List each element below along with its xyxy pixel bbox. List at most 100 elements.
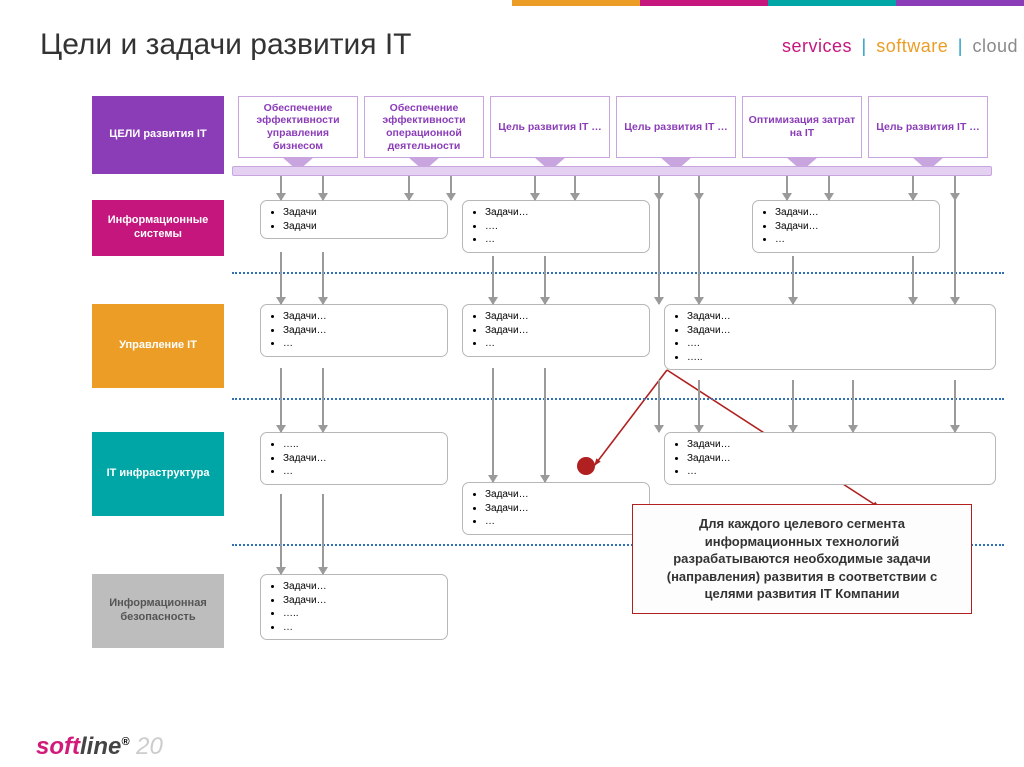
goal-tag-4: Оптимизация затрат на IT	[742, 96, 862, 158]
goals-connector-bar	[232, 166, 992, 176]
brand-tagline: services | software | cloud	[780, 36, 1020, 57]
flow-arrow-22	[322, 368, 324, 432]
task-item: Задачи…	[775, 220, 931, 234]
task-item: …	[687, 465, 987, 479]
task-item: Задачи…	[283, 580, 439, 594]
flow-arrow-2	[408, 176, 410, 200]
task-item: ….	[687, 337, 987, 351]
taskbox-2: Задачи…Задачи……	[752, 200, 940, 253]
task-item: ….	[485, 220, 641, 234]
task-item: …..	[283, 607, 439, 621]
flow-arrow-27	[792, 380, 794, 432]
taskbox-7: Задачи…Задачи……	[462, 482, 650, 535]
task-item: Задачи…	[485, 324, 641, 338]
task-item: …	[283, 465, 439, 479]
flow-arrow-12	[280, 252, 282, 304]
goal-tag-3: Цель развития IT …	[616, 96, 736, 158]
flow-arrow-30	[280, 494, 282, 574]
goal-tag-5: Цель развития IT …	[868, 96, 988, 158]
flow-arrow-9	[828, 176, 830, 200]
flow-arrow-8	[786, 176, 788, 200]
logo-registered: ®	[121, 736, 129, 748]
explainer-callout: Для каждого целевого сегмента информацио…	[632, 504, 972, 614]
task-item: …..	[687, 351, 987, 365]
task-item: Задачи…	[485, 206, 641, 220]
diagram-canvas: ЦЕЛИ развития ITОбеспечение эффективност…	[92, 96, 1004, 736]
goal-tag-2: Цель развития IT …	[490, 96, 610, 158]
task-item: Задачи	[283, 220, 439, 234]
top-accent-stripe	[0, 0, 1024, 6]
category-goals: ЦЕЛИ развития IT	[92, 96, 224, 174]
callout-anchor-dot	[577, 457, 595, 475]
task-item: Задачи…	[283, 324, 439, 338]
flow-arrow-29	[954, 380, 956, 432]
task-item: Задачи…	[775, 206, 931, 220]
task-item: Задачи…	[485, 310, 641, 324]
flow-arrow-5	[574, 176, 576, 200]
taskbox-1: Задачи…….…	[462, 200, 650, 253]
taskbox-4: Задачи…Задачи……	[462, 304, 650, 357]
flow-arrow-31	[322, 494, 324, 574]
category-2: IT инфраструктура	[92, 432, 224, 516]
row-separator-0	[232, 272, 1004, 274]
taskbox-8: Задачи…Задачи……	[664, 432, 996, 485]
flow-arrow-19	[912, 256, 914, 304]
task-item: Задачи…	[485, 502, 641, 516]
flow-arrow-24	[544, 368, 546, 482]
flow-arrow-10	[912, 176, 914, 200]
task-item: …	[283, 621, 439, 635]
task-item: …	[485, 233, 641, 247]
flow-arrow-28	[852, 380, 854, 432]
taskbox-3: Задачи…Задачи……	[260, 304, 448, 357]
flow-arrow-23	[492, 368, 494, 482]
logo-tail: 20	[136, 733, 163, 760]
logo-part-a: soft	[36, 733, 80, 760]
flow-arrow-3	[450, 176, 452, 200]
category-3: Информационная безопасность	[92, 574, 224, 648]
tagline-cloud: cloud	[970, 36, 1020, 56]
task-item: Задачи…	[687, 438, 987, 452]
task-item: Задачи…	[687, 452, 987, 466]
flow-arrow-26	[698, 380, 700, 432]
flow-arrow-16	[658, 176, 660, 304]
task-item: Задачи…	[687, 310, 987, 324]
flow-arrow-0	[280, 176, 282, 200]
category-0: Информационные системы	[92, 200, 224, 256]
taskbox-5: Задачи…Задачи…….…..	[664, 304, 996, 370]
flow-arrow-20	[954, 176, 956, 304]
flow-arrow-15	[544, 256, 546, 304]
goal-tag-1: Обеспечение эффективности операционной д…	[364, 96, 484, 158]
callout-lines	[92, 96, 1004, 736]
category-1: Управление IT	[92, 304, 224, 388]
task-item: Задачи…	[283, 594, 439, 608]
flow-arrow-18	[792, 256, 794, 304]
row-separator-1	[232, 398, 1004, 400]
footer-logo: softline® 20	[36, 733, 163, 761]
flow-arrow-25	[658, 380, 660, 432]
taskbox-0: ЗадачиЗадачи	[260, 200, 448, 239]
tagline-sep: |	[860, 36, 869, 56]
tagline-sep: |	[956, 36, 965, 56]
task-item: …	[283, 337, 439, 351]
tagline-services: services	[780, 36, 854, 56]
tagline-software: software	[874, 36, 950, 56]
flow-arrow-21	[280, 368, 282, 432]
task-item: …..	[283, 438, 439, 452]
task-item: Задачи…	[485, 488, 641, 502]
task-item: Задачи…	[687, 324, 987, 338]
logo-part-b: line	[80, 733, 121, 760]
task-item: …	[485, 337, 641, 351]
flow-arrow-17	[698, 176, 700, 304]
task-item: …	[775, 233, 931, 247]
page-title: Цели и задачи развития IT	[40, 28, 411, 62]
flow-arrow-1	[322, 176, 324, 200]
goal-tag-0: Обеспечение эффективности управления биз…	[238, 96, 358, 158]
flow-arrow-13	[322, 252, 324, 304]
task-item: …	[485, 515, 641, 529]
taskbox-6: …..Задачи……	[260, 432, 448, 485]
flow-arrow-14	[492, 256, 494, 304]
task-item: Задачи…	[283, 310, 439, 324]
taskbox-9: Задачи…Задачи……..…	[260, 574, 448, 640]
flow-arrow-4	[534, 176, 536, 200]
task-item: Задачи…	[283, 452, 439, 466]
